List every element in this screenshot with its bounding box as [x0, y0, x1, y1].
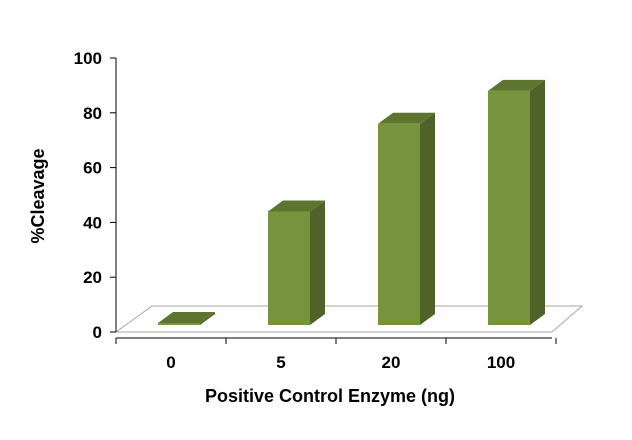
bar-series	[158, 79, 545, 325]
chart-floor	[114, 305, 584, 333]
y-tick-label: 80	[83, 104, 102, 123]
floor-plane	[114, 305, 584, 333]
x-tick-label: 100	[487, 353, 515, 372]
bar-top	[268, 200, 325, 212]
bar-top	[158, 312, 215, 323]
bar-front	[488, 90, 530, 325]
bar-side	[530, 79, 545, 325]
bar	[158, 312, 215, 325]
bar	[488, 79, 545, 325]
bar-side	[420, 112, 435, 325]
bar-side	[310, 200, 325, 325]
y-tick-label: 100	[74, 49, 102, 68]
bar	[378, 112, 435, 325]
bar-front	[158, 323, 200, 325]
y-tick-label: 20	[83, 268, 102, 287]
x-axis-title: Positive Control Enzyme (ng)	[205, 386, 455, 406]
y-tick-label: 60	[83, 159, 102, 178]
bar-front	[378, 123, 420, 325]
y-axis-title: %Cleavage	[28, 148, 48, 243]
y-tick-label: 0	[93, 323, 102, 342]
x-tick-label: 5	[276, 353, 285, 372]
bar	[268, 200, 325, 325]
y-tick-label: 40	[83, 213, 102, 232]
tick-labels: 0 20 40 60 80 100 0 5 20 100	[74, 49, 516, 372]
bar-front	[268, 211, 310, 325]
bar-top	[488, 79, 545, 91]
y-axis	[110, 57, 557, 344]
x-tick-label: 0	[166, 353, 175, 372]
bar-side	[200, 312, 215, 325]
x-tick-label: 20	[382, 353, 401, 372]
bar-top	[378, 112, 435, 124]
